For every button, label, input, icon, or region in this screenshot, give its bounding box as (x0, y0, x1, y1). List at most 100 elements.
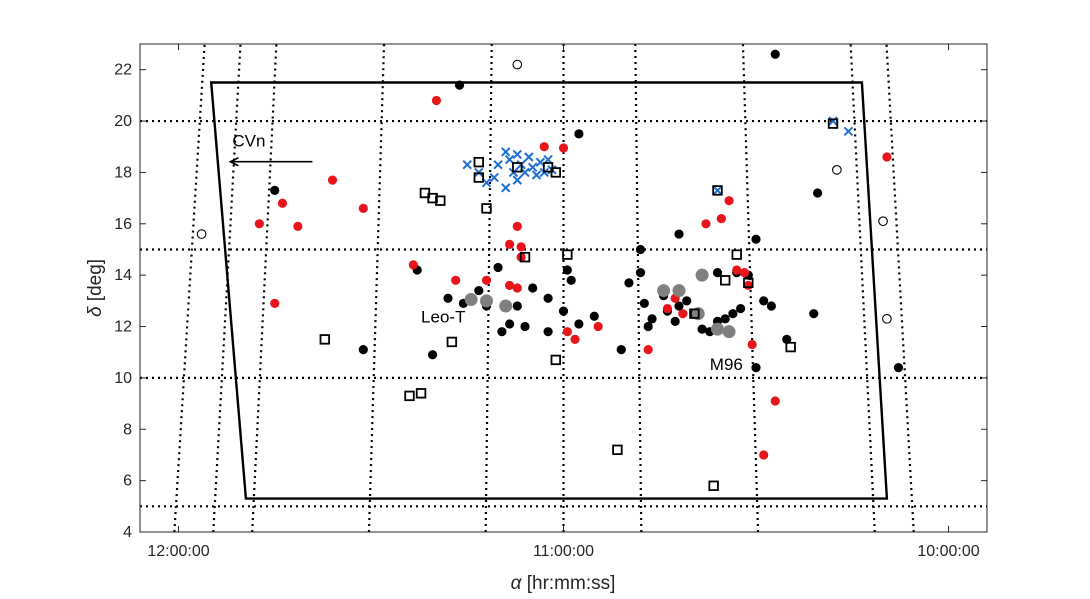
data-point (674, 301, 684, 311)
data-point (639, 298, 649, 309)
data-point (493, 160, 503, 170)
data-point (711, 322, 724, 336)
data-point (473, 156, 485, 168)
data-point (512, 59, 523, 70)
y-axis-label: δ [deg] (85, 259, 106, 317)
annotation-cvn: CVn (232, 132, 265, 151)
plot-area (140, 44, 987, 532)
data-point (712, 267, 723, 278)
data-point (481, 275, 492, 285)
data-point (435, 195, 446, 206)
data-point (543, 293, 553, 303)
data-point (543, 327, 553, 337)
data-point (722, 325, 736, 339)
data-point (254, 219, 264, 229)
data-point (524, 152, 534, 162)
y-tick-label: 10 (114, 370, 132, 387)
data-point (739, 267, 750, 278)
data-point (720, 314, 730, 324)
data-point (528, 283, 538, 293)
data-point (724, 196, 734, 206)
data-point (319, 334, 331, 345)
x-axis-symbol: α (511, 573, 523, 594)
data-point (512, 283, 522, 293)
data-point (512, 221, 522, 231)
data-point (505, 319, 515, 329)
data-point (531, 170, 542, 180)
x-axis-label: α [hr:mm:ss] (511, 573, 616, 594)
data-point (878, 216, 888, 227)
data-point (643, 321, 653, 332)
data-point (499, 299, 513, 313)
data-point (277, 198, 288, 208)
data-point (550, 354, 562, 366)
data-point (635, 267, 646, 278)
data-point (731, 249, 742, 260)
data-point (454, 80, 465, 90)
axes: 4 6 8 10 12 14 16 18 20 22 12:00:00 11:00:00 10:00:0… (114, 44, 987, 560)
data-point (759, 296, 769, 306)
survey-boundary (209, 81, 889, 500)
y-tick-label: 16 (114, 216, 132, 233)
series-open-circle (196, 59, 892, 324)
y-tick-label: 4 (123, 524, 132, 541)
data-point (593, 321, 603, 332)
data-point (474, 285, 484, 296)
y-tick-label: 22 (114, 62, 132, 79)
data-point (809, 309, 819, 319)
data-point (672, 284, 686, 298)
annotation-m96: M96 (710, 355, 743, 374)
data-point (473, 172, 485, 183)
data-point (736, 303, 746, 314)
data-point (647, 314, 657, 324)
data-point (550, 167, 562, 178)
data-point (505, 239, 515, 249)
data-point (785, 341, 796, 353)
data-point (446, 336, 458, 348)
survey-footprint (209, 81, 889, 500)
data-point (327, 175, 338, 185)
data-point (695, 268, 709, 282)
data-point (716, 214, 726, 224)
data-point (519, 251, 531, 263)
x-tick-label: 11:00:00 (533, 543, 594, 560)
data-point (697, 324, 707, 334)
data-point (512, 175, 523, 185)
data-point (751, 234, 761, 244)
data-point (770, 49, 780, 59)
annotations: CVn Leo-T M96 (228, 132, 743, 374)
data-point (670, 316, 680, 326)
data-points (196, 49, 904, 491)
data-point (558, 306, 569, 316)
data-point (616, 345, 626, 355)
data-point (674, 229, 684, 239)
data-point (270, 298, 280, 309)
y-axis-symbol: δ (85, 306, 106, 317)
data-point (574, 319, 584, 329)
data-point (501, 147, 511, 157)
series-filled-circle (464, 268, 736, 339)
data-point (464, 293, 478, 307)
data-point (501, 183, 511, 193)
x-tick-label: 12:00:00 (147, 543, 209, 560)
data-point (497, 327, 507, 337)
data-point (431, 95, 442, 106)
data-point (196, 229, 207, 239)
data-point (408, 260, 418, 270)
data-point (766, 301, 777, 311)
data-point (527, 162, 538, 172)
y-tick-label: 12 (114, 319, 132, 336)
data-point (708, 480, 719, 491)
series-open-square (319, 118, 839, 491)
data-point (539, 142, 549, 152)
y-axis-unit: [deg] (85, 259, 106, 301)
data-point (831, 165, 842, 175)
data-point (520, 321, 530, 332)
data-point (404, 390, 415, 402)
data-point (293, 221, 303, 231)
data-point (270, 185, 280, 195)
data-point (516, 242, 526, 252)
data-point (589, 311, 599, 321)
data-point (481, 203, 492, 214)
